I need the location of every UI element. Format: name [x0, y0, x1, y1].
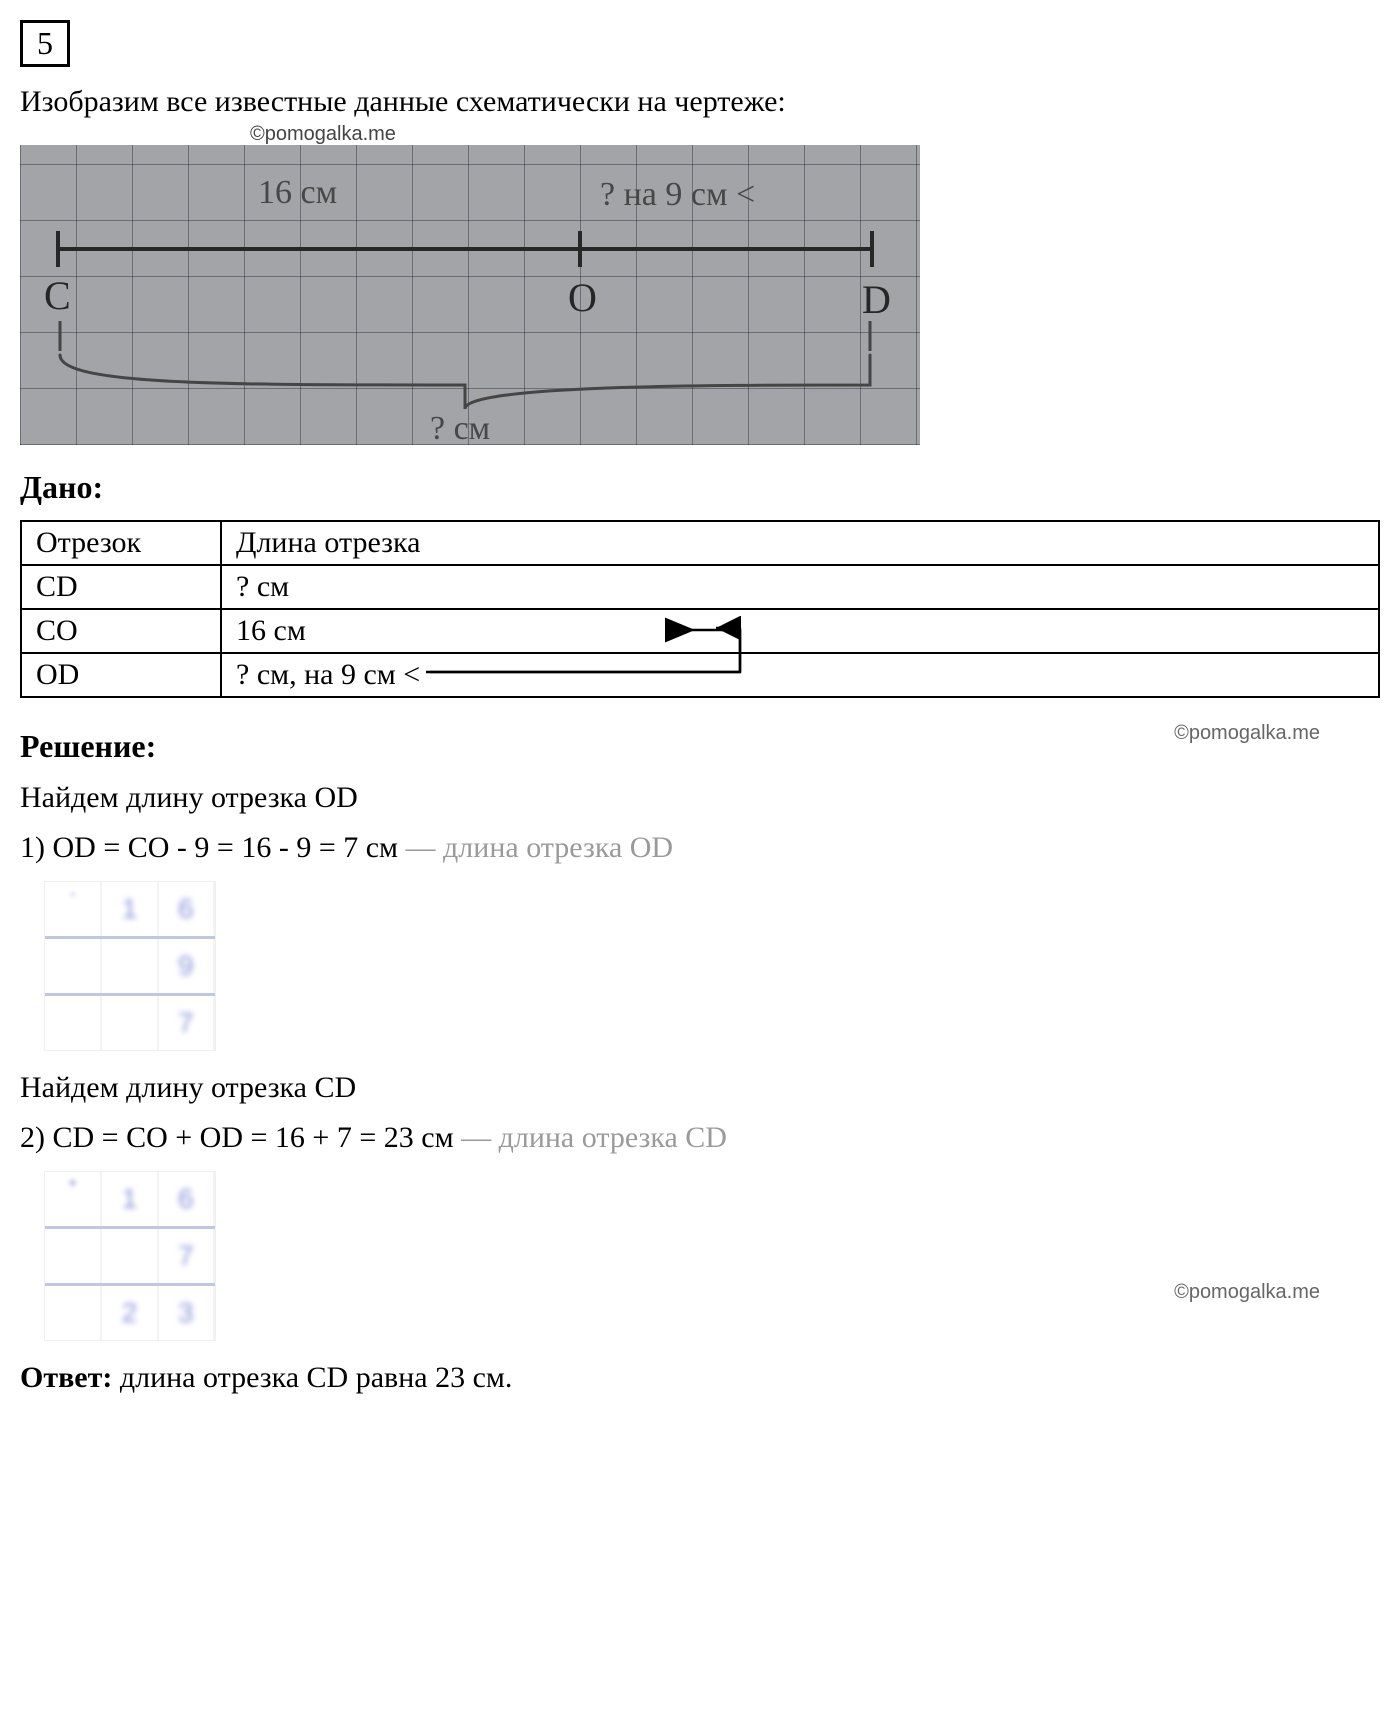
- watermark-mid: ©pomogalka.me: [1174, 722, 1320, 745]
- step2-lead: Найдем длину отрезка CD: [20, 1071, 1380, 1105]
- step2-calc-text: 2) CD = CO + OD = 16 + 7 = 23 см: [20, 1121, 454, 1154]
- hw-question: ? см: [430, 410, 490, 445]
- given-title: Дано:: [20, 469, 1380, 506]
- row-co-val: 16 см: [221, 609, 1379, 653]
- step2-note: — длина отрезка CD: [454, 1121, 727, 1154]
- step2-calc: 2) CD = CO + OD = 16 + 7 = 23 см — длина…: [20, 1121, 1380, 1155]
- intro-text: Изобразим все известные данные схематиче…: [20, 85, 1380, 119]
- row-co-name: CO: [21, 609, 221, 653]
- step1-calc: 1) OD = CO - 9 = 16 - 9 = 7 см — длина о…: [20, 831, 1380, 865]
- diagram-image: C O D 16 см ? на 9 см < ? см: [20, 145, 920, 445]
- hw-16cm: 16 см: [258, 174, 337, 211]
- step1-lead: Найдем длину отрезка OD: [20, 781, 1380, 815]
- col-length: Длина отрезка: [221, 521, 1379, 565]
- label-o: O: [568, 275, 597, 320]
- step1-note: — длина отрезка OD: [398, 831, 673, 864]
- step1-column-calc: - 1 6 9 7: [44, 881, 216, 1051]
- step1-calc-text: 1) OD = CO - 9 = 16 - 9 = 7 см: [20, 831, 398, 864]
- hw-9cm: ? на 9 см <: [600, 176, 755, 213]
- answer-line: Ответ: длина отрезка CD равна 23 см.: [20, 1361, 1380, 1395]
- answer-label: Ответ:: [20, 1361, 112, 1394]
- row-od-name: OD: [21, 653, 221, 697]
- label-d: D: [862, 277, 891, 322]
- answer-text: длина отрезка CD равна 23 см.: [112, 1361, 512, 1394]
- row-cd-val: ? см: [221, 565, 1379, 609]
- label-c: C: [44, 273, 71, 318]
- watermark-low: ©pomogalka.me: [1174, 1281, 1320, 1304]
- brace: [60, 355, 870, 409]
- row-od-val: ? см, на 9 см <: [221, 653, 1379, 697]
- given-table: Отрезок Длина отрезка CD ? см CO 16 см O…: [20, 520, 1380, 698]
- row-cd-name: CD: [21, 565, 221, 609]
- col-segment: Отрезок: [21, 521, 221, 565]
- brace-top-connectors: [60, 321, 870, 351]
- problem-number: 5: [20, 20, 70, 67]
- watermark-top: ©pomogalka.me: [250, 123, 396, 146]
- step2-column-calc: + 1 6 7 2 3: [44, 1171, 216, 1341]
